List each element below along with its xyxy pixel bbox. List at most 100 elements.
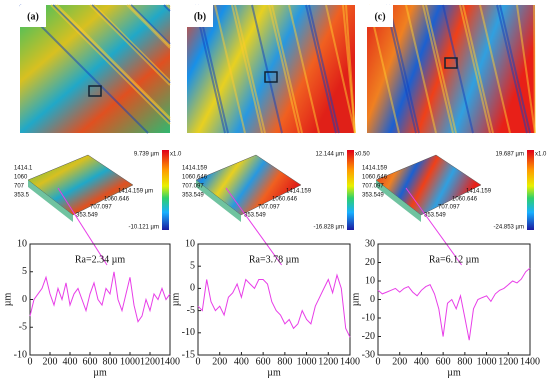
surface-streak	[163, 4, 171, 12]
surface-axis-label: 1060.646	[362, 175, 388, 181]
y-tick-label: -10	[182, 327, 195, 338]
colorbar-max: 19.687 µm	[496, 152, 524, 158]
surface-streak	[516, 4, 536, 134]
x-tick-label: 400	[63, 356, 78, 367]
surface-axis-label: 1414.159	[466, 189, 492, 195]
profile-line	[197, 273, 351, 338]
surface-axis-label: 707.097	[438, 205, 460, 211]
colorbar-min: -10.121 µm	[129, 225, 159, 231]
surface-streak	[167, 4, 171, 8]
x-tick-label: 600	[256, 356, 271, 367]
surface-streak	[126, 4, 171, 49]
colorbar-min: -16.828 µm	[314, 225, 344, 231]
surface-streak	[128, 4, 171, 47]
surface-streak	[342, 4, 356, 134]
surface-streak	[405, 4, 437, 134]
y-tick-label: 0	[190, 283, 195, 294]
x-tick-label: 600	[83, 356, 98, 367]
surface-axis-label: 707.097	[182, 184, 204, 190]
y-tick-label: -20	[362, 331, 375, 342]
annotation: Ra=6.12 µm	[429, 254, 480, 265]
x-tick-label: 1200	[140, 356, 160, 367]
surface-axis-label: 1414.159	[286, 189, 312, 195]
surface-streak	[422, 4, 454, 134]
annotation: Ra=2.34 µm	[75, 254, 126, 265]
x-tick-label: 200	[212, 356, 227, 367]
surface-streak	[91, 4, 171, 84]
surface-axis-label: 1414.1	[14, 166, 33, 172]
x-tick-label: 1000	[477, 356, 497, 367]
surface-image	[187, 5, 355, 133]
surface-streak	[54, 4, 171, 121]
arrow	[57, 187, 108, 266]
y-tick-label: 20	[365, 257, 375, 268]
x-tick-label: 200	[392, 356, 407, 367]
surface-streak	[251, 4, 283, 134]
surface-axis-label: 707.097	[258, 205, 280, 211]
x-tick-label: 1000	[120, 356, 140, 367]
x-tick-label: 800	[457, 356, 472, 367]
surface-streak	[89, 4, 171, 86]
label-box	[20, 5, 46, 27]
surface-3d-side	[196, 180, 241, 222]
y-tick-label: 30	[365, 238, 375, 249]
panel-label: (a)	[27, 11, 39, 22]
colorbar-scale: x0.50	[355, 152, 370, 158]
surface-streak	[231, 4, 263, 134]
surface-streak	[308, 4, 340, 134]
surface-axis-label: 1060.646	[182, 175, 208, 181]
surface-streak	[442, 4, 474, 134]
surface-axis-label: 353.549	[76, 213, 98, 219]
colorbar-max: 9.739 µm	[134, 152, 159, 158]
surface-axis-label: 1060.646	[104, 197, 130, 203]
arrow	[405, 187, 463, 266]
x-tick-label: 0	[196, 356, 201, 367]
x-axis-label: µm	[447, 367, 461, 378]
y-tick-label: 5	[22, 266, 27, 277]
surface-3d	[375, 154, 482, 216]
surface-axis-label: 1060.646	[272, 197, 298, 203]
surface-axis-label: 1414.159	[182, 166, 208, 172]
y-tick-label: 10	[17, 238, 27, 249]
plot-frame	[197, 243, 351, 356]
x-tick-label: 800	[277, 356, 292, 367]
surface-axis-label: 1060	[14, 175, 28, 181]
surface-streak	[305, 4, 337, 134]
x-tick-label: 1400	[160, 356, 180, 367]
surface-axis-label: 707	[14, 184, 25, 190]
arrow	[225, 187, 283, 266]
x-tick-label: 1400	[520, 356, 540, 367]
surface-axis-label: 353.549	[424, 213, 446, 219]
label-box	[187, 5, 213, 27]
surface-3d	[195, 154, 302, 216]
roi-box	[264, 71, 278, 83]
colorbar-max: 12.144 µm	[316, 152, 344, 158]
colorbar-min: -24.853 µm	[494, 225, 524, 231]
surface-streak	[50, 4, 171, 125]
annotation: Ra=3.78 µm	[249, 254, 300, 265]
surface-streak	[388, 4, 420, 134]
y-tick-label: 5	[190, 260, 195, 271]
surface-streak	[52, 4, 171, 123]
panel-label: (b)	[194, 11, 206, 22]
x-tick-label: 1000	[297, 356, 317, 367]
y-tick-label: -10	[362, 312, 375, 323]
y-tick-label: 10	[365, 275, 375, 286]
surface-streak	[56, 4, 171, 119]
colorbar	[527, 150, 534, 230]
surface-streak	[130, 4, 171, 45]
x-tick-label: 400	[414, 356, 429, 367]
surface-axis-label: 707.097	[90, 205, 112, 211]
profile-line	[29, 271, 171, 323]
y-axis-label: µm	[2, 293, 13, 307]
surface-streak	[459, 4, 491, 134]
x-tick-label: 400	[234, 356, 249, 367]
surface-streak	[165, 4, 171, 10]
surface-streak	[496, 4, 528, 134]
surface-streak	[214, 4, 246, 134]
surface-streak	[479, 4, 511, 134]
x-tick-label: 200	[43, 356, 58, 367]
x-tick-label: 0	[28, 356, 33, 367]
surface-streak	[288, 4, 320, 134]
